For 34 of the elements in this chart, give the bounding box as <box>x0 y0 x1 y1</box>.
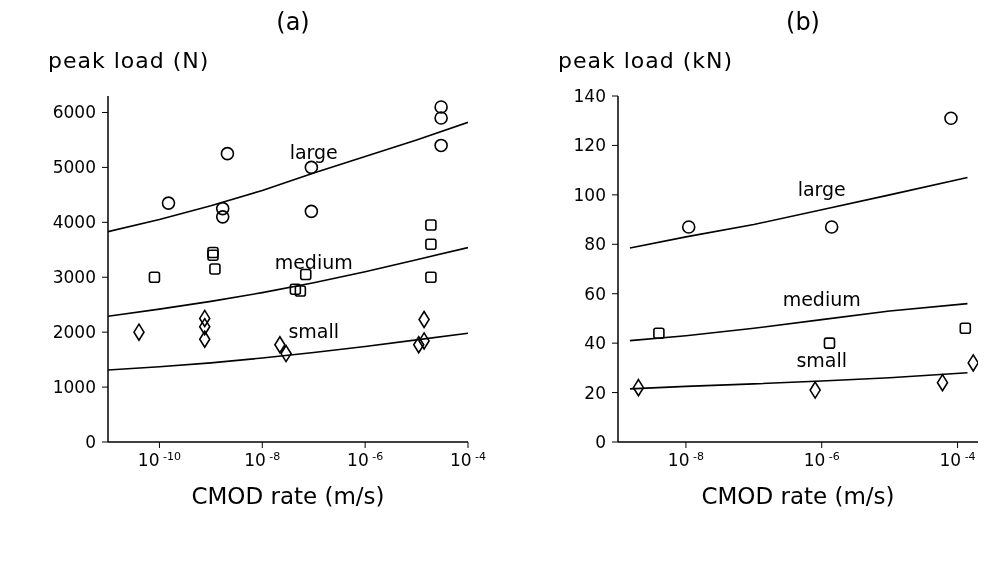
x-tick-label: 10$^{-4}$ <box>449 449 487 470</box>
x-axis-title: CMOD rate (m/s) <box>701 483 895 509</box>
y-axis-title: peak load (kN) <box>557 48 735 75</box>
y-tick-label: 60 <box>584 283 606 304</box>
x-tick-label: 10$^{-10}$ <box>137 449 181 470</box>
x-tick-label: 10$^{-4}$ <box>939 449 976 470</box>
x-tick-label: 10$^{-6}$ <box>347 449 384 470</box>
y-tick-label: 80 <box>584 234 606 255</box>
x-tick-label: 10$^{-6}$ <box>803 449 840 470</box>
series-label: medium <box>274 250 353 273</box>
series-label: large <box>797 177 846 200</box>
y-tick-label: 4000 <box>52 212 96 233</box>
series-label: small <box>288 320 340 343</box>
x-tick-label: 10$^{-8}$ <box>244 449 281 470</box>
chart-title: (b) <box>785 8 821 38</box>
chart-title: (a) <box>275 8 311 38</box>
series-label: large <box>289 140 338 163</box>
y-tick-label: 20 <box>584 382 606 403</box>
y-tick-label: 6000 <box>52 102 96 123</box>
y-axis-title: peak load (N) <box>47 48 211 75</box>
y-tick-label: 0 <box>595 432 606 452</box>
y-tick-label: 1000 <box>52 377 96 398</box>
series-label: small <box>796 348 848 371</box>
y-tick-label: 120 <box>573 135 606 156</box>
y-tick-label: 140 <box>573 86 606 106</box>
x-axis-title: CMOD rate (m/s) <box>191 483 385 509</box>
y-tick-label: 5000 <box>52 157 96 178</box>
y-tick-label: 0 <box>85 432 96 452</box>
y-tick-label: 3000 <box>52 267 96 288</box>
series-label: medium <box>782 287 861 310</box>
y-tick-label: 2000 <box>52 322 96 343</box>
y-tick-label: 100 <box>573 184 606 205</box>
x-tick-label: 10$^{-8}$ <box>667 449 704 470</box>
y-tick-label: 40 <box>584 333 606 354</box>
